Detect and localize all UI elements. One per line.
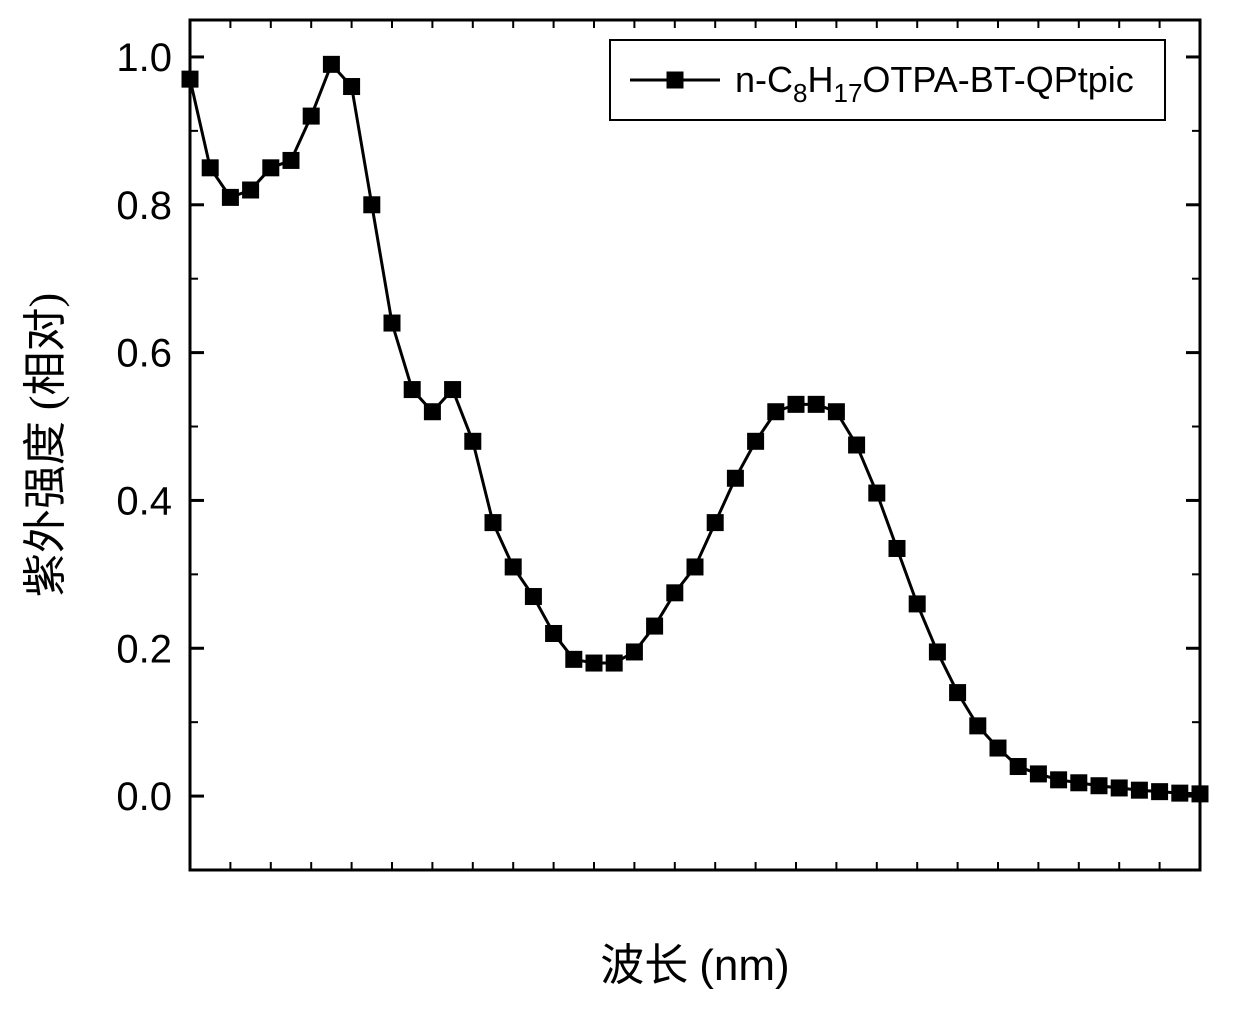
svg-text:n-C8H17OTPA-BT-QPtpic: n-C8H17OTPA-BT-QPtpic xyxy=(735,59,1134,108)
svg-text:1.0: 1.0 xyxy=(116,36,172,80)
svg-text:0.6: 0.6 xyxy=(116,332,172,376)
svg-text:波长 (nm): 波长 (nm) xyxy=(600,941,789,990)
svg-text:0.0: 0.0 xyxy=(116,775,172,819)
spectrum-chart: 0.0 0.2 0.4 0.6 0.8 1.0 波长 (nm) 紫外强度 (相对) n-C8H1… xyxy=(0,0,1240,1020)
svg-text:0.2: 0.2 xyxy=(116,627,172,671)
svg-text:0.4: 0.4 xyxy=(116,479,172,523)
svg-text:0.8: 0.8 xyxy=(116,184,172,228)
svg-text:紫外强度 (相对): 紫外强度 (相对) xyxy=(21,293,70,597)
chart-container: 0.0 0.2 0.4 0.6 0.8 1.0 波长 (nm) 紫外强度 (相对) n-C8H1… xyxy=(0,0,1240,1020)
